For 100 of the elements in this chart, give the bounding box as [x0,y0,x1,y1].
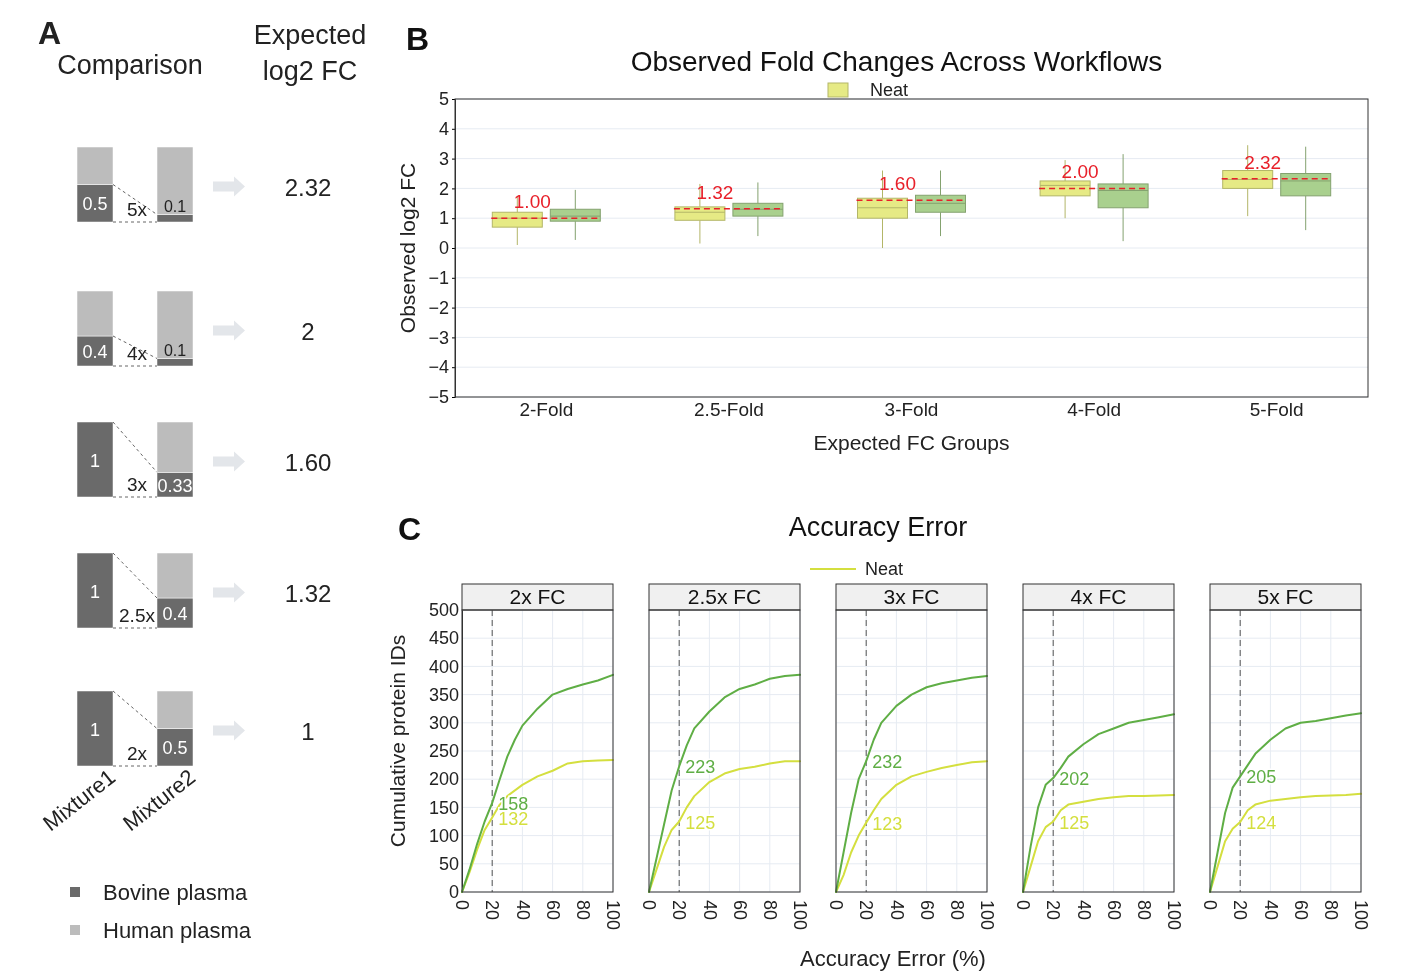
text: 2.32 [284,173,332,201]
y-tick-label: −2 [428,297,449,318]
x-tick-label: 100 [1351,900,1372,931]
x-tick-label: 80 [1321,900,1341,921]
x-tick-label: 0 [639,900,660,911]
y-tick-label: −3 [428,327,449,348]
y-tick-label: 500 [428,600,459,621]
x-tick-label: 60 [916,900,937,921]
x-tick-label: 20 [1230,900,1251,921]
x-axis-title: Expected FC Groups [813,431,1010,454]
x-tick-label: 20 [856,900,877,921]
x-tick-label: 2-Fold [519,399,574,421]
y-tick-label: −1 [428,268,449,289]
x-tick-label: 0 [452,900,473,911]
text: B [406,21,430,57]
data-label: 1 [89,719,101,740]
data-label: 0.4 [162,604,188,624]
data-label: 0.5 [162,738,188,759]
x-tick-label: 40 [512,900,533,921]
x-tick-label: 80 [573,900,593,921]
x-tick-label: 40 [699,900,720,921]
annotation: 125 [685,812,716,833]
x-tick-label: 40 [886,900,907,921]
text: 2 [301,317,315,345]
y-axis-title: Cumulative protein IDs [386,634,409,848]
x-tick-label: 100 [1164,900,1185,931]
text: A [38,15,62,51]
x-tick-label: 0 [826,900,847,911]
y-tick-label: 450 [428,628,459,649]
legend-label: Human plasma [103,918,252,943]
chart-title: 5x FC [1257,585,1314,608]
annotation: 5x [126,199,148,220]
x-tick-label: 60 [1290,900,1311,921]
x-tick-label: 100 [977,900,998,931]
y-tick-label: 400 [428,656,459,677]
y-tick-label: 250 [428,741,459,762]
y-tick-label: −4 [428,357,449,378]
annotation: 3x [126,474,148,495]
x-tick-label: 40 [1073,900,1094,921]
text: Expected log2 FC [253,20,367,86]
x-tick-label: 100 [603,900,624,931]
text: 1 [301,717,315,745]
legend-label: Bovine plasma [103,880,249,905]
x-tick-label: 2.5-Fold [694,399,764,421]
y-tick-label: 150 [428,797,459,818]
annotation: 202 [1059,769,1090,790]
y-tick-label: 350 [428,684,459,705]
y-tick-label: 0 [438,238,449,259]
x-tick-label: 20 [1043,900,1064,921]
y-tick-label: 5 [438,89,449,110]
x-tick-label: 0 [1200,900,1221,911]
x-tick-label: 5-Fold [1249,399,1304,421]
x-axis-title: Accuracy Error (%) [800,946,986,971]
data-label: 0.4 [82,342,108,362]
annotation: 232 [872,752,903,773]
data-label: 0.5 [82,194,108,215]
x-tick-label: 20 [482,900,503,921]
annotation: 4x [126,343,148,364]
x-tick-label: 80 [1134,900,1154,921]
annotation: 123 [872,813,903,834]
chart-title: Observed Fold Changes Across Workflows [630,46,1163,77]
data-label: 1 [89,581,101,602]
chart-title: 2.5x FC [687,585,762,608]
y-axis-title: Observed log2 FC [396,162,419,334]
x-tick-label: 100 [790,900,811,931]
y-tick-label: 50 [438,854,459,875]
chart-title: 3x FC [883,585,940,608]
data-label: 1 [89,450,101,471]
y-tick-label: −5 [428,387,449,408]
chart-title: 2x FC [509,585,566,608]
x-tick-label: 60 [729,900,750,921]
x-tick-label: 40 [1260,900,1281,921]
y-tick-label: 3 [438,148,449,169]
y-tick-label: 300 [428,713,459,734]
data-label: 0.1 [163,197,187,215]
annotation: 125 [1059,812,1090,833]
y-tick-label: 200 [428,769,459,790]
x-tick-label: 60 [1103,900,1124,921]
y-tick-label: 4 [438,119,449,140]
y-tick-label: 2 [438,178,449,199]
annotation: 2.5x [119,605,156,626]
annotation: 205 [1246,767,1277,788]
annotation: 1.32 [696,181,734,203]
x-tick-label: 3-Fold [884,399,939,421]
annotation: 2x [126,743,148,764]
legend-label: Neat [865,559,904,579]
x-tick-label: 4-Fold [1067,399,1122,421]
text: C [398,511,422,547]
x-tick-label: 0 [1013,900,1034,911]
chart-title: 4x FC [1070,585,1127,608]
y-tick-label: 1 [438,208,449,229]
text: Accuracy Error [788,512,968,542]
data-label: 0.33 [157,475,193,496]
legend-label: Neat [870,80,909,100]
annotation: 2.32 [1244,151,1282,173]
annotation: 124 [1246,813,1277,834]
x-tick-label: 20 [669,900,690,921]
annotation: 1.00 [513,191,551,213]
x-tick-label: 80 [760,900,780,921]
text: 1.32 [284,579,332,607]
